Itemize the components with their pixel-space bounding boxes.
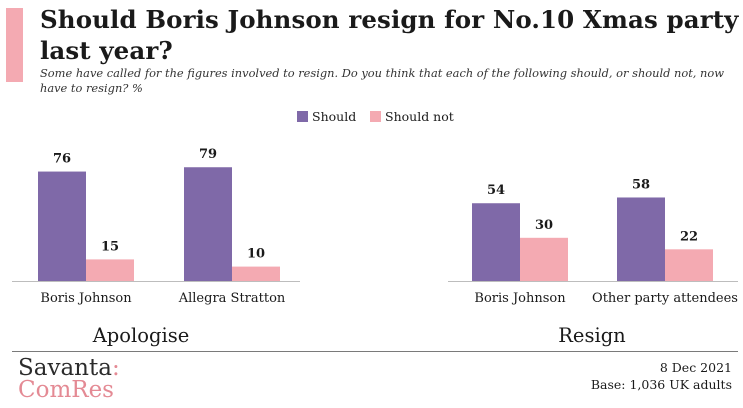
brand-colon: :	[111, 355, 120, 381]
footer-divider	[12, 351, 738, 352]
footer-meta: 8 Dec 2021 Base: 1,036 UK adults	[591, 359, 732, 393]
legend-swatch-1	[297, 111, 308, 122]
title-accent-bar	[6, 8, 23, 82]
data-label-should-not-1: 15	[101, 239, 119, 254]
chart-title: Should Boris Johnson resign for No.10 Xm…	[40, 5, 739, 65]
bar-should-not-3	[520, 237, 568, 281]
survey-date: 8 Dec 2021	[659, 360, 732, 375]
bar-should-not-4	[665, 249, 713, 281]
bar-should-not-2	[232, 266, 280, 281]
category-label-4: Other party attendees	[592, 291, 738, 306]
legend-label-1: Should	[312, 109, 356, 124]
data-label-should-not-2: 10	[247, 247, 265, 262]
data-label-should-not-4: 22	[680, 229, 698, 244]
category-label-2: Allegra Stratton	[178, 291, 286, 306]
data-label-should-4: 58	[632, 177, 650, 192]
bar-should-not-1	[86, 259, 134, 281]
brand-logo: Savanta: ComRes	[18, 356, 120, 402]
brand-name: Savanta	[18, 355, 112, 381]
chart-subtitle: Some have called for the figures involve…	[40, 66, 724, 95]
group-label-resign: Resign	[558, 324, 626, 347]
category-label-3: Boris Johnson	[474, 291, 566, 306]
legend-label-2: Should not	[385, 109, 454, 124]
data-label-should-3: 54	[487, 183, 505, 198]
bar-should-4	[617, 197, 665, 281]
legend-swatch-2	[370, 111, 381, 122]
bar-should-3	[472, 203, 520, 281]
brand-subname: ComRes	[18, 377, 114, 403]
group-label-apologise: Apologise	[92, 324, 190, 347]
data-label-should-not-3: 30	[535, 218, 553, 233]
bar-should-1	[38, 171, 86, 281]
data-label-should-1: 76	[53, 152, 71, 167]
data-label-should-2: 79	[199, 147, 217, 162]
survey-base: Base: 1,036 UK adults	[590, 377, 732, 392]
bar-should-2	[184, 167, 232, 281]
category-label-1: Boris Johnson	[40, 291, 132, 306]
